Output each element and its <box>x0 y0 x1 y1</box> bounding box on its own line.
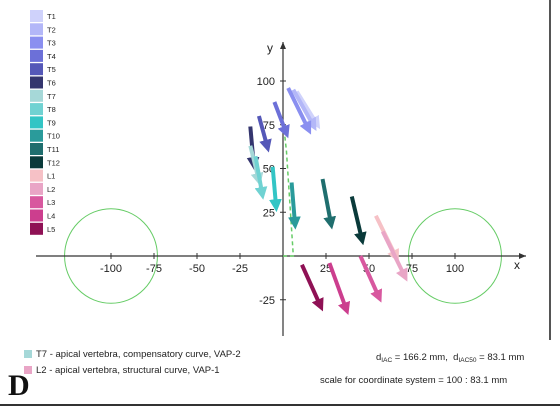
legend-label-l2: L2 <box>47 185 55 194</box>
legend-swatch-l5 <box>30 222 43 235</box>
legend-label-t8: T8 <box>47 105 56 114</box>
legend-swatch-t3 <box>30 36 43 49</box>
legend-label-t6: T6 <box>47 79 56 88</box>
legend-label-t1: T1 <box>47 12 56 21</box>
x-tick-label: -75 <box>146 263 162 275</box>
dashed-path <box>282 119 295 257</box>
d2-value: = 83.1 mm <box>476 352 525 363</box>
note-l2-swatch <box>24 366 32 374</box>
x-axis-arrow <box>519 253 526 259</box>
vector-t10 <box>288 182 301 230</box>
y-tick-label: 25 <box>263 207 275 219</box>
legend-label-l1: L1 <box>47 172 55 181</box>
legend-swatch-t4 <box>30 49 43 62</box>
panel-letter: D <box>8 369 30 402</box>
distance-readout: dIAC = 166.2 mm, dIAC50 = 83.1 mm <box>376 352 524 364</box>
note-l2: L2 - apical vertebra, structural curve, … <box>24 365 220 376</box>
legend-swatch-l2 <box>30 182 43 195</box>
scale-text: scale for coordinate system = 100 : 83.1… <box>320 375 508 386</box>
d2-symbol: d <box>453 352 459 363</box>
vector-t8 <box>253 155 268 200</box>
note-l2-text: L2 - apical vertebra, structural curve, … <box>36 365 220 376</box>
legend-swatch-t11 <box>30 143 43 155</box>
y-tick-label: 100 <box>257 76 275 88</box>
vector-t12 <box>349 196 367 246</box>
legend-label-l3: L3 <box>47 198 55 207</box>
vector-l3 <box>358 255 383 303</box>
d1-symbol: d <box>376 352 382 363</box>
legend-swatch-t9 <box>30 116 43 129</box>
x-tick-label: -50 <box>189 263 205 275</box>
bottom-border <box>0 404 560 406</box>
legend-label-t11: T11 <box>47 145 59 154</box>
y-tick-label: -25 <box>259 295 275 307</box>
legend: T1 T2 T3 T4 T5 T6 T7 T8 T9 T10 T11 T12 L1 L2 L3 L4 L5 <box>30 10 60 235</box>
legend-swatch-t1 <box>30 10 43 22</box>
d1-subscript: IAC <box>381 357 393 364</box>
y-tick-label: 75 <box>263 120 275 132</box>
legend-label-l4: L4 <box>47 212 55 221</box>
vector-t9 <box>269 166 282 213</box>
frame-border <box>549 0 551 340</box>
vector-l5 <box>300 263 324 312</box>
legend-swatch-t5 <box>30 63 43 76</box>
legend-swatch-t8 <box>30 103 43 116</box>
vertebra-vectors <box>246 87 408 316</box>
legend-swatch-t2 <box>30 23 43 36</box>
note-t7: T7 - apical vertebra, compensatory curve… <box>24 349 241 360</box>
legend-label-t4: T4 <box>47 52 56 61</box>
x-tick-label: -25 <box>232 263 248 275</box>
y-axis-label: y <box>267 41 273 55</box>
legend-label-t9: T9 <box>47 118 56 127</box>
legend-swatch-t7 <box>30 89 43 102</box>
d1-value: = 166.2 mm, <box>392 352 448 363</box>
note-t7-text: T7 - apical vertebra, compensatory curve… <box>36 349 241 360</box>
vector-t11 <box>320 178 337 230</box>
vector-t4 <box>272 101 290 139</box>
x-tick-label: 100 <box>446 263 464 275</box>
vector-t5 <box>256 115 272 153</box>
vector-l2 <box>380 230 408 282</box>
y-axis-arrow <box>280 42 286 49</box>
d2-subscript: IAC50 <box>458 357 477 364</box>
legend-swatch-t10 <box>30 129 43 142</box>
legend-swatch-l3 <box>30 196 43 209</box>
vector-t3 <box>286 87 312 135</box>
legend-label-l5: L5 <box>47 225 55 234</box>
legend-label-t2: T2 <box>47 25 56 34</box>
vector-l4 <box>327 262 351 316</box>
legend-swatch-t6 <box>30 76 43 89</box>
legend-label-t10: T10 <box>47 132 60 141</box>
note-t7-swatch <box>24 350 32 358</box>
legend-label-t7: T7 <box>47 92 56 101</box>
legend-swatch-l4 <box>30 209 43 222</box>
vector-plot: T1 T2 T3 T4 T5 T6 T7 T8 T9 T10 T11 T12 L1 L2 L3 L4 L5 x y… <box>30 10 526 336</box>
x-axis-label: x <box>514 258 520 272</box>
legend-label-t5: T5 <box>47 65 56 74</box>
legend-label-t12: T12 <box>47 158 60 167</box>
x-tick-label: -100 <box>100 263 122 275</box>
legend-swatch-l1 <box>30 169 43 182</box>
legend-label-t3: T3 <box>47 39 56 48</box>
x-tick-label: 75 <box>406 263 418 275</box>
spine-dashed-line <box>282 119 295 257</box>
legend-swatch-t12 <box>30 156 43 169</box>
